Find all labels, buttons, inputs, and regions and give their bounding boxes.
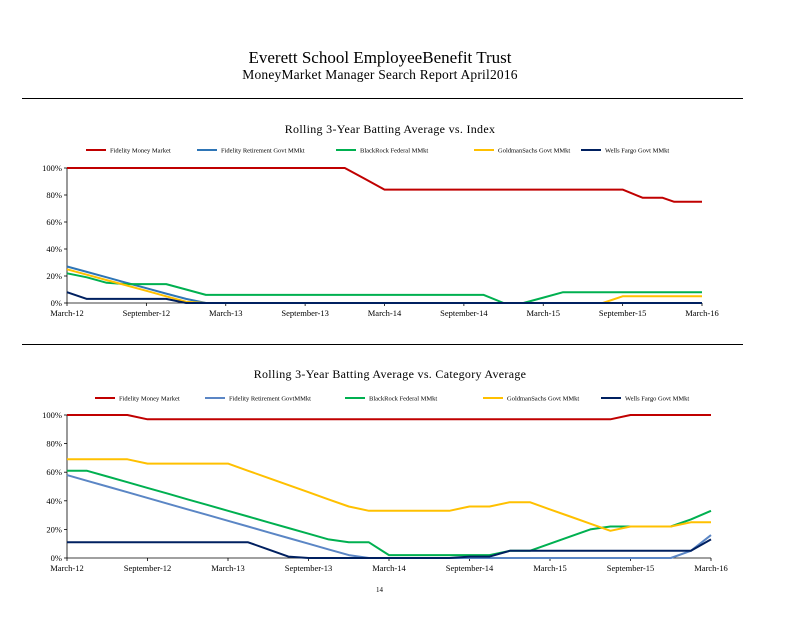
top-divider bbox=[22, 98, 743, 99]
legend-label: Fidelity Retirement Govt MMkt bbox=[221, 148, 305, 155]
series-line-1 bbox=[67, 414, 711, 421]
y-tick-label: 80% bbox=[46, 190, 62, 200]
series-line-1 bbox=[67, 167, 702, 203]
y-tick-label: 40% bbox=[46, 496, 62, 506]
y-tick-label: 20% bbox=[46, 271, 62, 281]
x-tick-label: March-15 bbox=[526, 308, 560, 318]
report-title: Everett School EmployeeBenefit Trust bbox=[248, 48, 512, 67]
legend-label: GoldmanSachs Govt MMkt bbox=[498, 148, 570, 155]
x-tick-label: March-16 bbox=[694, 563, 728, 573]
report-subtitle: MoneyMarket Manager Search Report April2… bbox=[242, 67, 518, 82]
x-tick-label: March-13 bbox=[211, 563, 245, 573]
legend-label: Fidelity Money Market bbox=[119, 396, 180, 403]
page-number: 14 bbox=[376, 586, 383, 594]
x-tick-label: September-12 bbox=[124, 563, 172, 573]
y-tick-label: 80% bbox=[46, 439, 62, 449]
legend-label: Wells Fargo Govt MMkt bbox=[605, 148, 669, 155]
chart-1-title: Rolling 3-Year Batting Average vs. Index bbox=[284, 122, 496, 136]
x-tick-label: March-13 bbox=[209, 308, 243, 318]
x-tick-label: September-15 bbox=[599, 308, 647, 318]
x-tick-label: March-14 bbox=[372, 563, 406, 573]
y-tick-label: 40% bbox=[46, 244, 62, 254]
y-tick-label: 0% bbox=[51, 553, 62, 563]
x-tick-label: March-12 bbox=[50, 308, 84, 318]
chart-2-title: Rolling 3-Year Batting Average vs. Categ… bbox=[253, 367, 527, 381]
legend-label: Fidelity Retirement GovtMMkt bbox=[229, 396, 311, 403]
x-tick-label: March-12 bbox=[50, 563, 84, 573]
legend-label: BlackRock Federal MMkt bbox=[369, 396, 437, 403]
x-tick-label: March-16 bbox=[685, 308, 719, 318]
x-tick-label: September-15 bbox=[607, 563, 655, 573]
middle-divider bbox=[22, 344, 743, 345]
x-tick-label: September-14 bbox=[446, 563, 494, 573]
y-tick-label: 60% bbox=[46, 217, 62, 227]
x-tick-label: September-14 bbox=[440, 308, 488, 318]
legend-label: BlackRock Federal MMkt bbox=[360, 148, 428, 155]
series-line-4 bbox=[67, 458, 711, 532]
series-line-3 bbox=[66, 272, 702, 304]
y-tick-label: 20% bbox=[46, 524, 62, 534]
legend-label: Fidelity Money Market bbox=[110, 148, 171, 155]
series-line-5 bbox=[66, 291, 702, 304]
x-tick-label: March-14 bbox=[368, 308, 402, 318]
x-tick-label: March-15 bbox=[533, 563, 567, 573]
y-tick-label: 60% bbox=[46, 467, 62, 477]
y-tick-label: 100% bbox=[42, 410, 62, 420]
x-tick-label: September-12 bbox=[123, 308, 171, 318]
series-line-2 bbox=[66, 474, 712, 559]
y-tick-label: 100% bbox=[42, 163, 62, 173]
x-tick-label: September-13 bbox=[285, 563, 333, 573]
y-tick-label: 0% bbox=[51, 298, 62, 308]
legend-label: Wells Fargo Govt MMkt bbox=[625, 396, 689, 403]
chart-2-category: Fidelity Money Market Fidelity Retirement… bbox=[42, 396, 728, 574]
x-tick-label: September-13 bbox=[281, 308, 329, 318]
series-line-5 bbox=[67, 538, 712, 559]
chart-1-index: Fidelity Money Market Fidelity Retirement… bbox=[42, 148, 719, 319]
legend-label: GoldmanSachs Govt MMkt bbox=[507, 396, 579, 403]
